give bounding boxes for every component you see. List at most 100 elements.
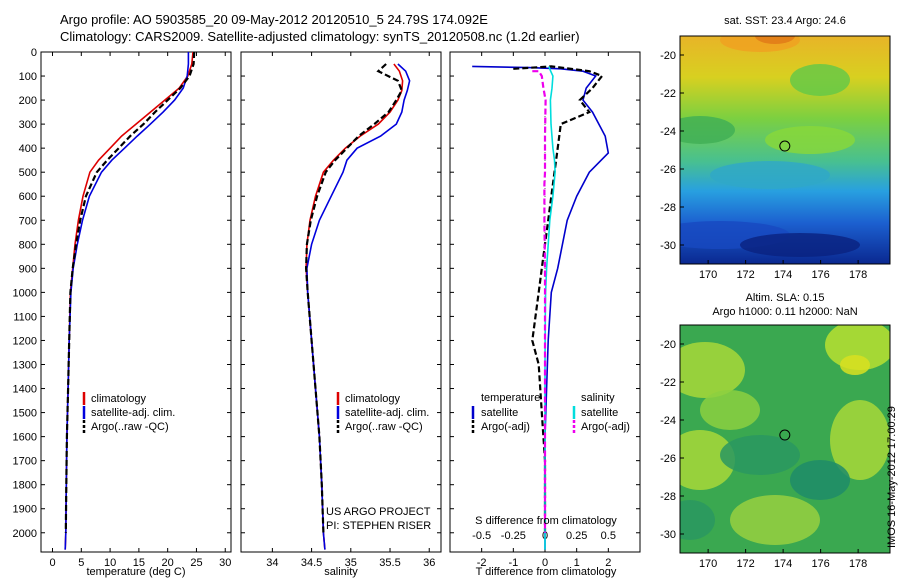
sla-argo-marker (779, 429, 791, 441)
sla-patch (680, 342, 745, 398)
series-line-s-satellite (544, 66, 556, 550)
map-y-tick-label: -26 (660, 453, 676, 465)
x-tick-label: 1 (574, 557, 580, 569)
x-tick-label: 30 (219, 557, 231, 569)
temperature-axes (40, 51, 232, 553)
map-y-tick-label: -28 (660, 491, 676, 503)
y-tick-label: 200 (19, 95, 37, 107)
map-y-tick-label: -20 (660, 50, 676, 62)
series-line-s-argo-adj- (532, 70, 547, 533)
sst-map (680, 36, 890, 264)
salinity-legend: climatology satellite-adj. clim. Argo(..… (336, 392, 429, 433)
y-tick-label: 1600 (13, 432, 37, 444)
map-x-tick-label: 170 (699, 269, 717, 281)
temperature-legend: climatology satellite-adj. clim. Argo(..… (82, 392, 175, 433)
legend-label: climatology (91, 393, 147, 405)
legend-title-salinity: salinity (581, 392, 615, 404)
legend-label: Argo(..raw -QC) (91, 421, 169, 433)
s-tick-label: -0.25 (501, 530, 526, 542)
y-tick-label: 1200 (13, 335, 37, 347)
y-tick-label: 100 (19, 71, 37, 83)
y-tick-label: 1000 (13, 287, 37, 299)
sla-patch (720, 435, 800, 475)
x-tick-label: 2 (605, 557, 611, 569)
sla-patch (730, 495, 820, 545)
legend-label: Argo(-adj) (481, 421, 530, 433)
sst-argo-marker (779, 140, 791, 152)
y-tick-label: 1500 (13, 408, 37, 420)
y-tick-label: 700 (19, 215, 37, 227)
series-line-argo-raw-qc- (304, 63, 404, 533)
map-y-tick-label: -30 (660, 240, 676, 252)
map-x-tick-label: 176 (811, 269, 829, 281)
map-y-tick-label: -30 (660, 529, 676, 541)
sst-patch (755, 36, 795, 44)
x-tick-label: 34.5 (301, 557, 322, 569)
sst-map-frame (679, 35, 891, 265)
map-x-tick-label: 174 (774, 269, 792, 281)
map-y-tick-label: -24 (660, 126, 676, 138)
series-line-argo-raw-qc- (64, 51, 196, 533)
x-tick-label: -1 (508, 557, 518, 569)
legend-title-temperature: temperature (481, 392, 540, 404)
y-tick-label: 900 (19, 263, 37, 275)
map-y-tick-label: -22 (660, 377, 676, 389)
legend-label: Argo(..raw -QC) (345, 421, 423, 433)
legend-label: climatology (345, 393, 401, 405)
sla-map-title-1: Altim. SLA: 0.15 (746, 292, 825, 304)
legend-label: satellite (481, 407, 518, 419)
y-tick-label: 400 (19, 143, 37, 155)
sla-map-frame (679, 324, 891, 554)
y-tick-label: 1800 (13, 480, 37, 492)
y-tick-label: 500 (19, 167, 37, 179)
map-x-tick-label: 176 (811, 558, 829, 570)
map-x-tick-label: 178 (849, 269, 867, 281)
series-line-satellite-adj-clim- (64, 52, 190, 550)
y-tick-label: 300 (19, 119, 37, 131)
y-tick-label: 800 (19, 239, 37, 251)
s-tick-label: 0.5 (601, 530, 616, 542)
x-tick-label: -2 (477, 557, 487, 569)
map-x-tick-label: 174 (774, 558, 792, 570)
sst-patch (680, 116, 735, 144)
s-tick-label: 0.25 (566, 530, 587, 542)
sst-patch (710, 161, 830, 189)
project-annotation: US ARGO PROJECT (326, 506, 431, 518)
sla-patch (790, 460, 850, 500)
x-tick-label: 35 (345, 557, 357, 569)
x-tick-label: 35.5 (379, 557, 400, 569)
sst-patch (740, 233, 860, 257)
pi-annotation: PI: STEPHEN RISER (326, 520, 431, 532)
legend-label: satellite-adj. clim. (91, 407, 175, 419)
y-tick-label: 600 (19, 191, 37, 203)
map-x-tick-label: 170 (699, 558, 717, 570)
salinity-axes (240, 51, 442, 553)
x-tick-label: 36 (423, 557, 435, 569)
y-tick-label: 1900 (13, 504, 37, 516)
legend-label: Argo(-adj) (581, 421, 630, 433)
sdiff-label: S difference from climatology (475, 515, 617, 527)
y-tick-label: 1300 (13, 360, 37, 372)
sla-patch (825, 325, 890, 370)
x-tick-label: 34 (266, 557, 278, 569)
salinity-xlabel: salinity (324, 566, 358, 578)
x-tick-label: 0 (49, 557, 55, 569)
temperature-xlabel: temperature (deg C) (86, 566, 185, 578)
map-y-tick-label: -22 (660, 88, 676, 100)
sst-patch (790, 64, 850, 96)
series-line-climatology (64, 51, 194, 550)
legend-label: satellite (581, 407, 618, 419)
sla-patch (840, 355, 870, 375)
sst-patch (765, 126, 855, 154)
difference-legend: temperature salinity satellite Argo(-adj… (471, 392, 630, 433)
map-y-tick-label: -24 (660, 415, 676, 427)
y-tick-label: 0 (31, 47, 37, 59)
y-tick-label: 1400 (13, 384, 37, 396)
sla-patch (680, 500, 715, 540)
map-y-tick-label: -20 (660, 339, 676, 351)
title-line-1: Argo profile: AO 5903585_20 09-May-2012 … (60, 12, 488, 27)
footer-timestamp: IMOS 16-May-2012 17:00:29 (886, 406, 898, 548)
tdiff-xlabel: T difference from climatology (476, 566, 617, 578)
y-tick-label: 2000 (13, 528, 37, 540)
